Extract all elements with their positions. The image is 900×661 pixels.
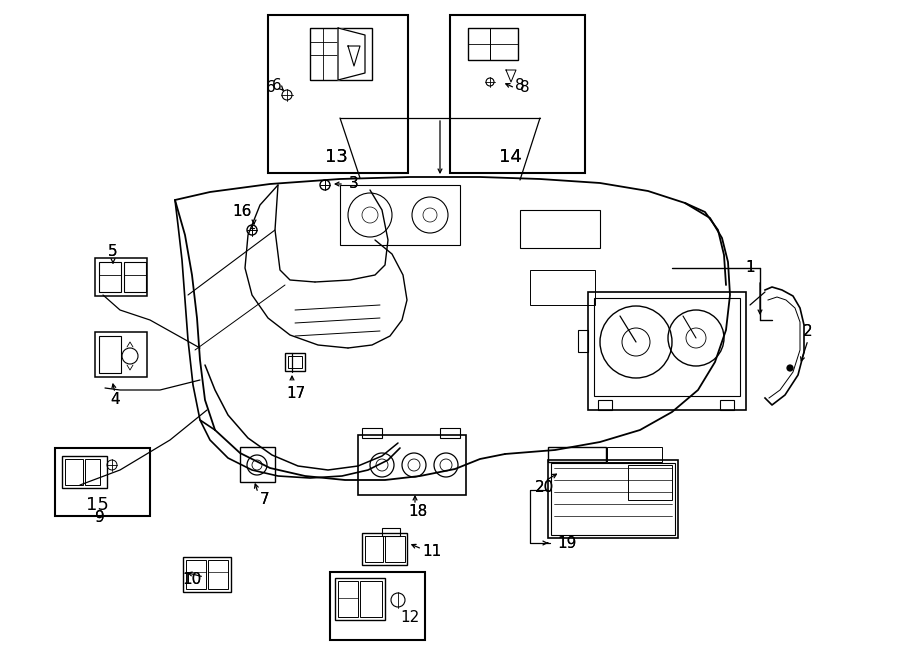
Bar [55, 448, 150, 516]
Bar [598, 400, 612, 410]
Text: 2: 2 [803, 325, 813, 340]
Text: 9: 9 [95, 510, 105, 525]
Bar [360, 581, 382, 617]
Text: 12: 12 [400, 609, 419, 625]
Circle shape [787, 365, 793, 371]
Bar [450, 15, 585, 173]
Bar [288, 356, 302, 368]
Bar [628, 465, 672, 500]
Text: 3: 3 [349, 176, 359, 192]
Text: 8: 8 [520, 81, 530, 95]
Bar [95, 258, 147, 296]
Bar [340, 185, 460, 245]
Bar [720, 400, 734, 410]
Bar [548, 460, 678, 538]
Text: 15: 15 [86, 496, 108, 514]
Text: 16: 16 [232, 204, 252, 219]
Bar [99, 336, 121, 373]
Bar [578, 330, 588, 352]
Text: 20: 20 [536, 479, 554, 494]
Text: 10: 10 [183, 572, 202, 588]
Text: 6: 6 [266, 81, 276, 95]
Text: 13: 13 [325, 148, 347, 166]
Bar [594, 298, 740, 396]
Text: 5: 5 [108, 245, 118, 260]
Bar [440, 428, 460, 438]
Bar [365, 536, 383, 562]
Bar [382, 528, 400, 536]
Bar [186, 560, 206, 589]
Bar [551, 463, 675, 535]
Bar [385, 536, 405, 562]
Text: 19: 19 [557, 535, 577, 551]
Bar [99, 262, 121, 292]
Text: 20: 20 [536, 479, 554, 494]
Bar [62, 456, 107, 488]
Bar [362, 428, 382, 438]
Bar [208, 560, 228, 589]
Bar [330, 572, 425, 640]
Text: 4: 4 [110, 393, 120, 407]
Bar [310, 28, 338, 80]
Text: 11: 11 [422, 545, 442, 559]
Bar [548, 447, 606, 462]
Bar [607, 447, 662, 462]
Bar [338, 581, 358, 617]
Text: 2: 2 [803, 325, 813, 340]
Bar [358, 435, 466, 495]
Bar [85, 459, 100, 485]
Bar [65, 459, 83, 485]
Text: 1: 1 [745, 260, 755, 276]
Bar [530, 270, 595, 305]
Text: 8: 8 [515, 79, 525, 93]
Text: 14: 14 [499, 148, 521, 166]
Bar [124, 262, 146, 292]
Bar [285, 353, 305, 371]
Text: 17: 17 [286, 385, 306, 401]
Bar [520, 210, 600, 248]
Bar [588, 292, 746, 410]
Bar [183, 557, 231, 592]
Text: 5: 5 [108, 245, 118, 260]
Text: 4: 4 [110, 393, 120, 407]
Text: 1: 1 [745, 260, 755, 276]
Bar [468, 28, 518, 60]
Bar [268, 15, 408, 173]
Polygon shape [338, 28, 365, 80]
Bar [95, 332, 147, 377]
Text: 14: 14 [499, 148, 521, 166]
Bar [310, 28, 372, 80]
Text: 11: 11 [422, 545, 442, 559]
Text: 17: 17 [286, 385, 306, 401]
Text: 9: 9 [95, 510, 105, 525]
Bar [240, 447, 275, 482]
Text: 6: 6 [272, 79, 282, 93]
Bar [468, 28, 490, 60]
Text: 13: 13 [325, 148, 347, 166]
Bar [335, 578, 385, 620]
Bar [362, 533, 407, 565]
Text: 10: 10 [183, 572, 202, 588]
Text: 18: 18 [409, 504, 428, 520]
Text: 7: 7 [260, 492, 270, 508]
Text: 16: 16 [232, 204, 252, 219]
Text: 7: 7 [260, 492, 270, 508]
Text: 18: 18 [409, 504, 428, 520]
Text: 19: 19 [557, 535, 577, 551]
Text: 3: 3 [349, 176, 359, 192]
